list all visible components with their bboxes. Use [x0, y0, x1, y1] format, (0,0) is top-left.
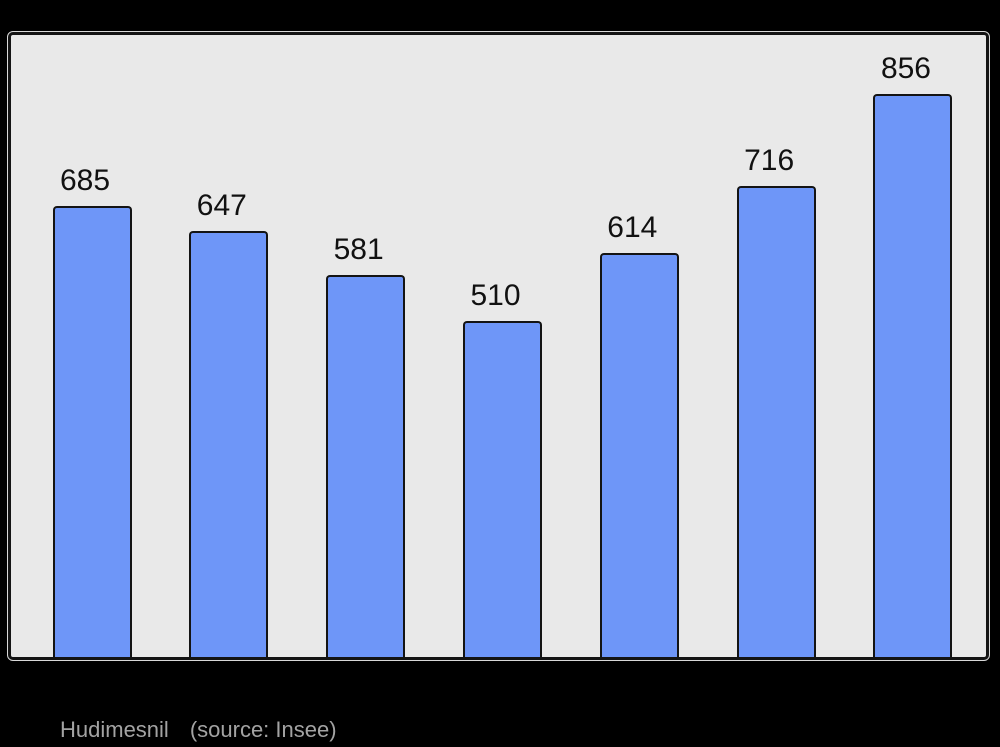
chart-source-note: (source: Insee) [189, 717, 337, 742]
bar [462, 321, 542, 657]
bar-value-label: 856 [880, 51, 931, 85]
bar-group: 716 [736, 35, 816, 657]
bar-value-label: 685 [59, 164, 111, 198]
bar-group: 614 [599, 35, 679, 657]
bar-group: 856 [873, 35, 953, 657]
plot-area: 685 647 581 510 614 716 856 [11, 35, 986, 657]
bar-value-label: 510 [470, 279, 521, 313]
chart-frame: 685 647 581 510 614 716 856 [7, 31, 990, 661]
chart-caption: Hudimesnil (source: Insee) [60, 718, 337, 741]
bar-value-label: 716 [744, 143, 795, 177]
bar-group: 581 [326, 35, 406, 657]
bar-group: 685 [52, 35, 132, 657]
bar-value-label: 647 [196, 189, 247, 223]
bar-group: 647 [189, 35, 269, 657]
bar-group: 510 [462, 35, 542, 657]
bar [599, 252, 679, 657]
bar-value-label: 581 [333, 232, 384, 266]
bar [326, 274, 406, 657]
bar [52, 206, 132, 657]
bar [736, 185, 816, 657]
bar-value-label: 614 [607, 210, 658, 244]
bar [873, 93, 953, 657]
bar [189, 231, 269, 657]
chart-title: Hudimesnil [60, 717, 169, 742]
